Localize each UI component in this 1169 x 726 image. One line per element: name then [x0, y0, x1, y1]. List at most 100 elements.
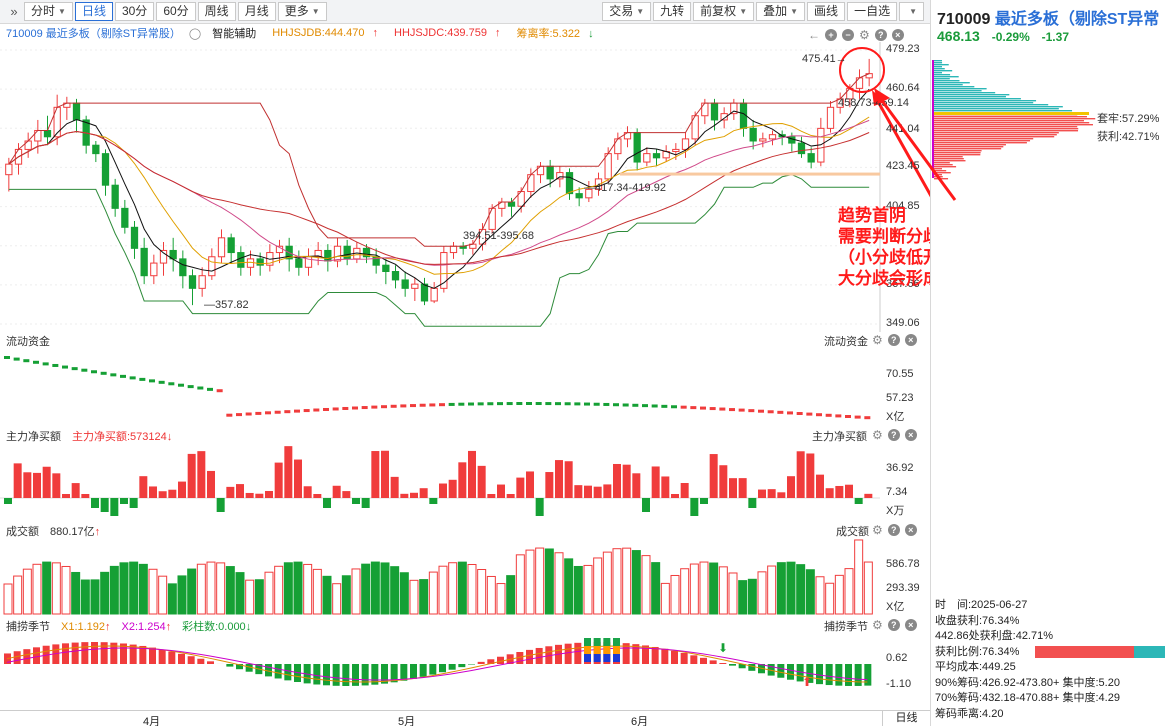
btn-fenshi[interactable]: 分时 ▼: [24, 2, 73, 21]
flow-mark: [187, 385, 194, 389]
help-icon[interactable]: ?: [887, 334, 900, 346]
collapse-left-icon[interactable]: »: [10, 4, 18, 19]
chip-bar: [934, 98, 1021, 100]
macd-bar: [139, 645, 147, 664]
help-icon[interactable]: ?: [887, 524, 900, 536]
candlestick-chart[interactable]: [0, 42, 930, 332]
btn-huaxian[interactable]: 画线: [807, 2, 846, 21]
net-buy-bar: [709, 454, 718, 498]
btn-rixian[interactable]: 日线: [74, 2, 113, 21]
gear-icon[interactable]: ⚙: [872, 523, 883, 537]
flow-mark: [342, 406, 349, 410]
net-buy-bar: [738, 478, 747, 498]
net-buy-bar: [4, 498, 12, 504]
flow-mark: [593, 402, 600, 406]
flow-mark: [506, 402, 513, 406]
liudong-tick-1: 70.55: [886, 368, 914, 380]
btn-diejia[interactable]: 叠加 ▼: [756, 2, 806, 21]
chip-bar: [934, 160, 966, 162]
macd-bar: [371, 664, 379, 685]
flow-mark: [323, 407, 329, 411]
turnover-bar: [593, 557, 603, 615]
flow-mark: [584, 402, 590, 406]
arrow-up-icon: ↑: [372, 27, 379, 39]
net-buy-bar: [129, 498, 138, 508]
btn-jiuzhuan[interactable]: 九转: [653, 2, 692, 21]
btn-30fen[interactable]: 30分: [114, 2, 155, 21]
macd-bar: [680, 652, 688, 664]
gear-icon[interactable]: ⚙: [859, 28, 870, 42]
axis-tick-label: 423.45: [886, 160, 920, 173]
candle: [420, 283, 429, 302]
btn-zhouxian[interactable]: 周线: [197, 2, 236, 21]
turnover-bar: [825, 582, 835, 615]
chip-bar: [934, 122, 1090, 124]
flow-mark: [787, 411, 793, 415]
candle: [333, 245, 342, 262]
chip-bar: [934, 176, 943, 178]
btn-more-dropdown[interactable]: ▼: [899, 2, 924, 21]
candle: [797, 142, 806, 155]
flow-mark: [632, 403, 639, 407]
macd-bar: [439, 664, 446, 673]
stock-title: 710009 最近多板（剔除ST异常: [937, 11, 1160, 28]
net-buy-bar: [294, 459, 302, 498]
close-icon[interactable]: ×: [904, 334, 917, 346]
net-buy-bar: [274, 462, 283, 498]
net-buy-bar: [796, 451, 805, 498]
gear-icon[interactable]: ⚙: [872, 333, 883, 347]
turnover-bar: [322, 575, 332, 615]
close-icon[interactable]: ×: [904, 524, 917, 536]
chip-bar: [934, 132, 1059, 134]
macd-bar: [226, 664, 234, 667]
help-icon[interactable]: ?: [874, 29, 887, 41]
assist-toggle[interactable]: ◯ 智能辅助: [188, 28, 257, 40]
macd-bar: [864, 664, 872, 686]
candle: [652, 153, 661, 159]
help-icon[interactable]: ?: [887, 429, 900, 441]
flow-mark: [439, 403, 445, 407]
month-label: 4月: [143, 716, 161, 726]
btn-qianfuquan[interactable]: 前复权 ▼: [693, 2, 755, 21]
chip-bar: [934, 136, 1055, 138]
zoom-in-icon[interactable]: +: [825, 29, 837, 41]
gear-icon[interactable]: ⚙: [872, 428, 883, 442]
gear-icon[interactable]: ⚙: [872, 618, 883, 632]
zhuli-title: 主力净买额 主力净买额:573124↓: [6, 431, 173, 443]
close-icon[interactable]: ×: [891, 29, 904, 41]
candle: [121, 207, 129, 228]
stat-row: 筹码乖离:4.20: [935, 707, 1004, 720]
chip-bar: [934, 74, 951, 76]
turnover-bar: [844, 568, 854, 615]
right-panel: 710009 最近多板（剔除ST异常 468.13 -0.29% -1.37 套…: [930, 0, 1169, 726]
chevron-down-icon: ▼: [636, 7, 645, 16]
candle: [92, 144, 100, 155]
help-icon[interactable]: ?: [887, 619, 900, 631]
btn-gengduo[interactable]: 更多 ▼: [277, 2, 327, 21]
flow-mark: [516, 402, 523, 406]
turnover-bar: [660, 582, 670, 615]
candle: [594, 178, 603, 190]
time-axis: 4月 5月 6月 日线: [0, 710, 930, 726]
btn-zixuan[interactable]: 一自选: [847, 2, 898, 21]
flow-mark: [864, 416, 871, 420]
macd-bar: [700, 657, 707, 664]
net-buy-bar: [100, 498, 109, 512]
range-label-2: —417.34-419.92: [584, 182, 666, 194]
btn-60fen[interactable]: 60分: [156, 2, 196, 21]
btn-jiaoyi[interactable]: 交易 ▼: [602, 2, 652, 21]
chip-bar: [934, 152, 981, 154]
close-icon[interactable]: ×: [904, 619, 917, 631]
zoom-out-icon[interactable]: −: [842, 29, 854, 41]
flow-mark: [555, 402, 561, 406]
turnover-bar: [776, 562, 786, 615]
back-icon[interactable]: ←: [808, 28, 820, 42]
net-buy-bar: [120, 498, 128, 504]
flow-mark: [526, 402, 532, 406]
close-icon[interactable]: ×: [904, 429, 917, 441]
btn-yuexian[interactable]: 月线: [237, 2, 276, 21]
period-label[interactable]: 日线: [882, 711, 930, 726]
flow-mark: [719, 407, 726, 411]
flow-mark: [468, 402, 474, 406]
color-column: [613, 638, 620, 646]
